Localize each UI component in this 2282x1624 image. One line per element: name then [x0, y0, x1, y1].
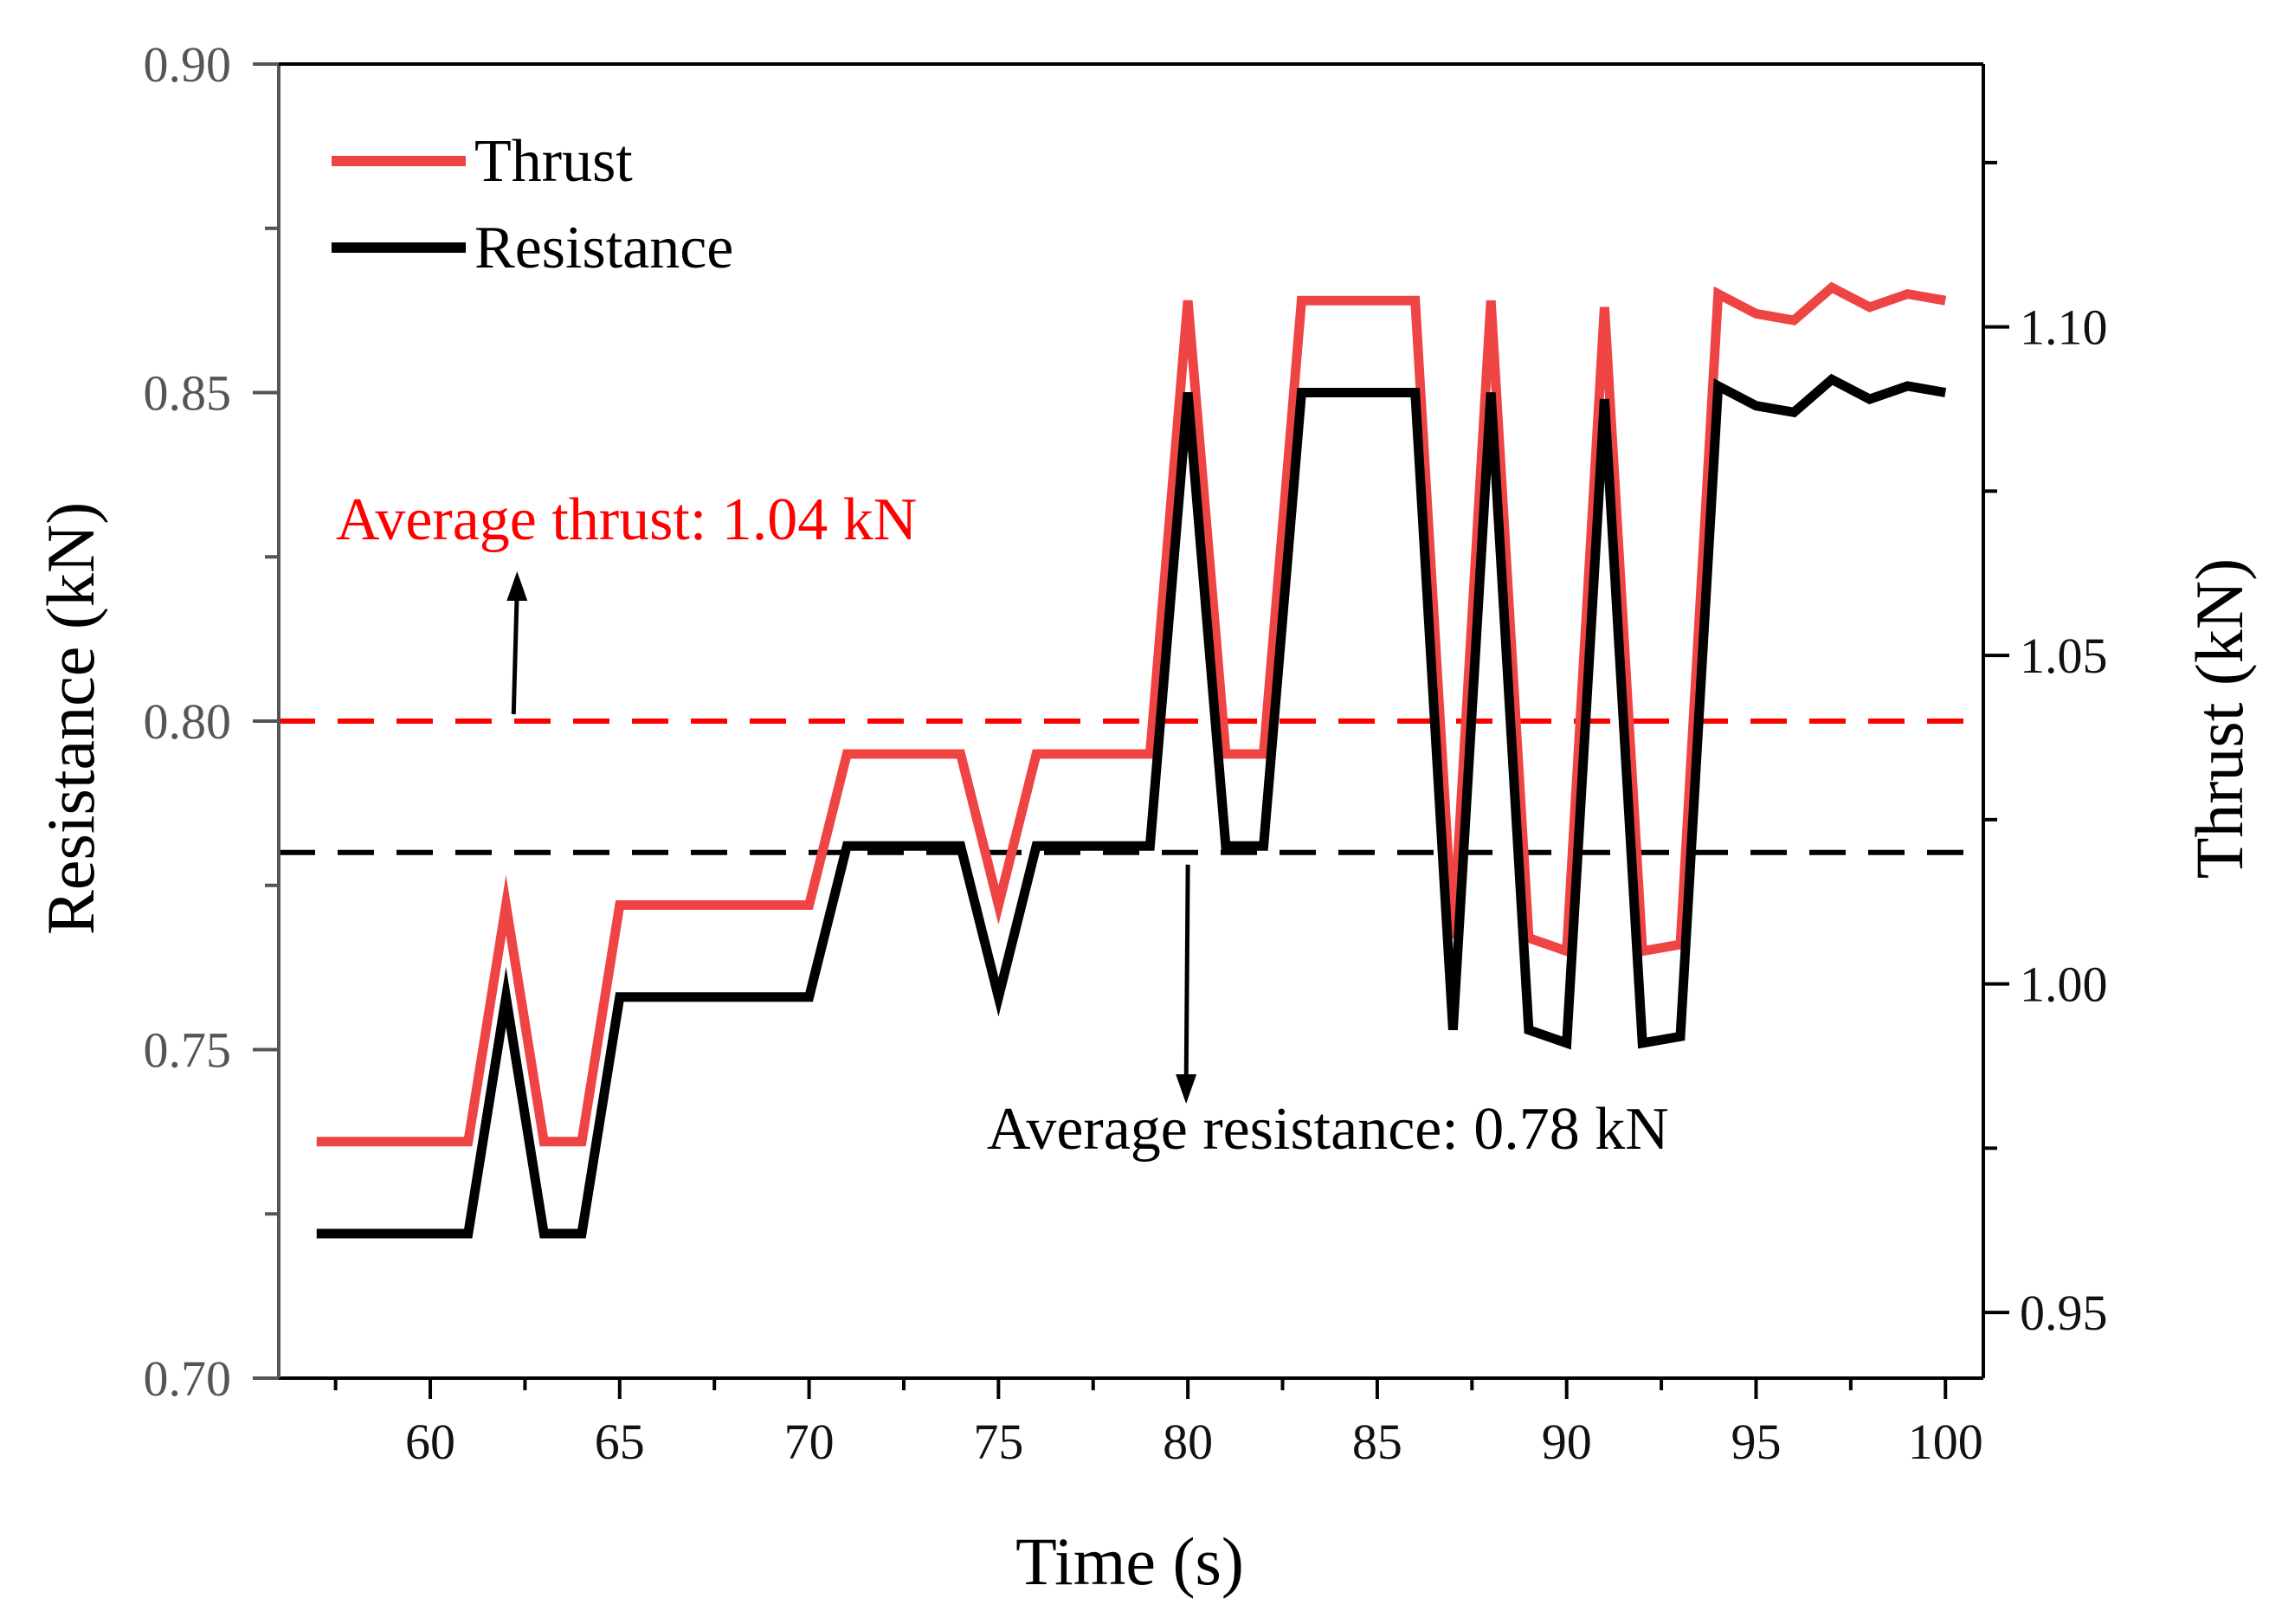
y-right-tick-label: 0.95: [2020, 1285, 2108, 1341]
y-left-tick-label: 0.70: [144, 1350, 232, 1407]
x-tick-label: 90: [1542, 1414, 1592, 1470]
x-tick-label: 70: [784, 1414, 835, 1470]
average-thrust-annotation: Average thrust: 1.04 kN: [336, 487, 917, 553]
average-thrust-arrow: [511, 588, 519, 715]
resistance-series-line: [316, 373, 1947, 1239]
y-axis-right-title: Thrust (kN): [2182, 558, 2257, 879]
y-right-tick-label: 1.10: [2020, 300, 2108, 356]
average-thrust-arrowhead: [506, 571, 528, 601]
average-resistance-arrow: [1183, 864, 1190, 1087]
y-left-tick-label: 0.85: [144, 365, 232, 422]
x-tick-label: 75: [973, 1414, 1023, 1470]
average-resistance-arrowhead: [1176, 1074, 1197, 1104]
x-tick-label: 100: [1908, 1414, 1983, 1470]
thrust-legend-label: Thrust: [474, 128, 633, 195]
y-right-tick-label: 1.00: [2020, 957, 2108, 1013]
x-axis-title: Time (s): [1015, 1524, 1244, 1599]
x-tick-label: 60: [405, 1414, 455, 1470]
resistance-legend-label: Resistance: [474, 215, 733, 281]
average-resistance-annotation: Average resistance: 0.78 kN: [987, 1096, 1669, 1163]
x-tick-label: 85: [1352, 1414, 1402, 1470]
x-tick-label: 80: [1163, 1414, 1213, 1470]
x-tick-label: 95: [1731, 1414, 1781, 1470]
x-tick-label: 65: [595, 1414, 645, 1470]
y-axis-left-title: Resistance (kN): [33, 502, 108, 935]
y-left-tick-label: 0.75: [144, 1022, 232, 1079]
y-left-tick-label: 0.80: [144, 693, 232, 750]
thrust-series-line: [316, 281, 1947, 1147]
y-left-tick-label: 0.90: [144, 36, 232, 93]
y-right-tick-label: 1.05: [2020, 628, 2108, 684]
